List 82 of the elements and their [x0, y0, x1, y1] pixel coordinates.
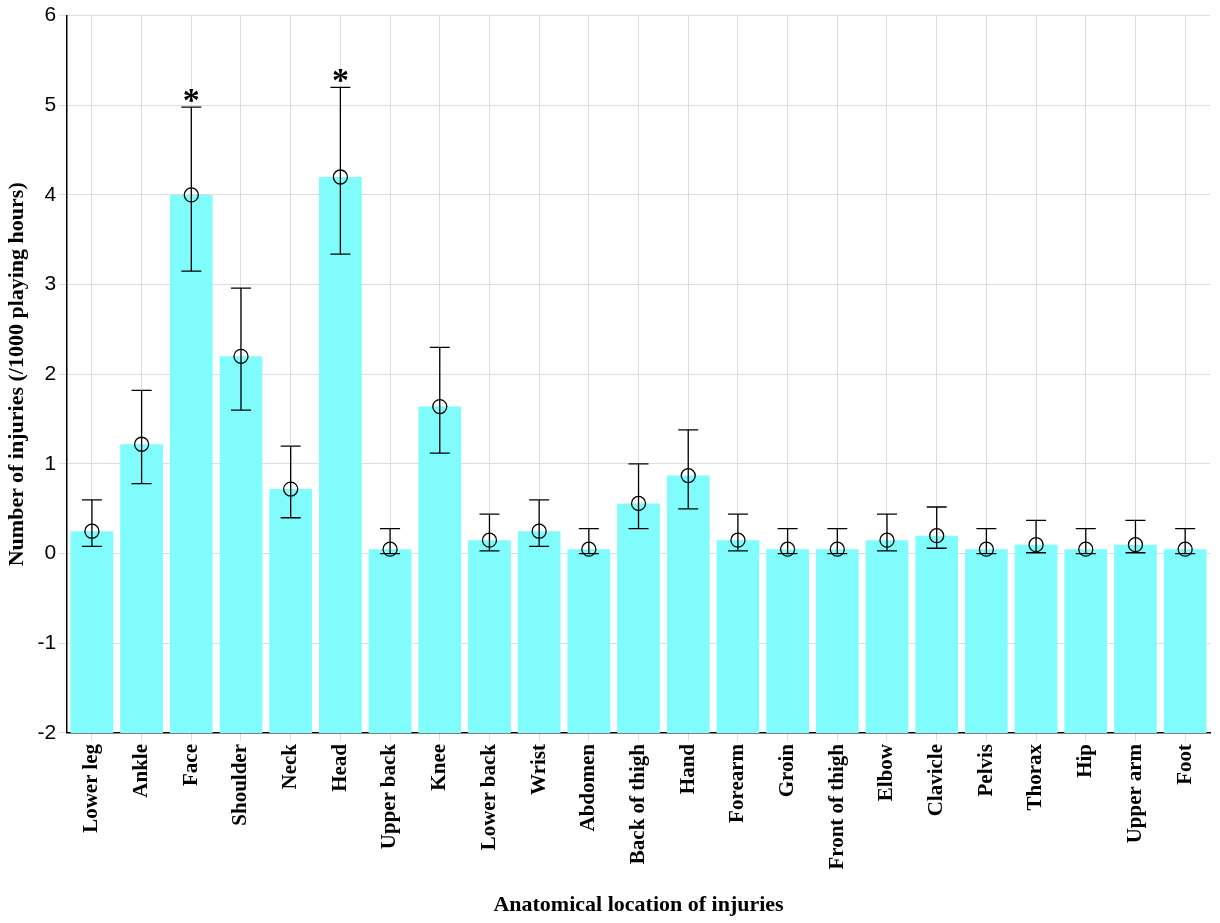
x-tick-label: Knee — [426, 743, 451, 791]
x-tick-label: Hip — [1072, 743, 1097, 778]
point — [283, 481, 299, 497]
bar — [70, 531, 114, 733]
x-tick-label: Thorax — [1022, 743, 1047, 811]
y-tick-label: 0 — [44, 540, 57, 564]
bar — [1014, 544, 1058, 733]
bar — [269, 489, 313, 733]
y-tick-label: 5 — [44, 92, 57, 116]
point — [1177, 541, 1193, 557]
point — [432, 398, 448, 415]
x-tick-label: Upper back — [376, 743, 401, 850]
point — [581, 541, 597, 557]
x-tick-label: Neck — [277, 743, 302, 790]
point — [84, 523, 100, 539]
point — [680, 467, 696, 484]
point — [978, 541, 995, 557]
bar — [368, 549, 412, 733]
y-tick-label: 2 — [44, 361, 57, 385]
y-tick-label: 1 — [44, 450, 57, 474]
y-axis-title: Number of injuries (/1000 playing hours) — [2, 182, 28, 567]
y-tick-label: -1 — [37, 630, 57, 654]
annotation: * — [182, 81, 200, 119]
x-tick-label: Lower leg — [78, 743, 103, 833]
bar — [319, 177, 362, 733]
point — [1127, 537, 1144, 553]
y-tick-label: 4 — [44, 181, 57, 205]
point — [730, 532, 746, 548]
x-tick-label: Hand — [674, 743, 699, 795]
bar — [418, 406, 462, 733]
x-tick-label: Face — [177, 743, 202, 786]
bar — [766, 549, 809, 733]
bar — [120, 444, 163, 733]
point — [183, 187, 199, 203]
point — [332, 169, 349, 185]
bar — [1163, 549, 1207, 733]
bar — [617, 503, 660, 733]
bar — [468, 540, 511, 733]
bar — [1064, 549, 1108, 733]
x-axis-title: Anatomical location of injuries — [493, 891, 785, 917]
point — [879, 532, 895, 548]
point — [630, 495, 647, 512]
point — [929, 528, 945, 544]
x-tick-label: Back of thigh — [624, 743, 649, 865]
x-tick-label: Abdomen — [575, 743, 600, 832]
x-tick-label: Head — [326, 743, 351, 792]
x-tick-label: Front of thigh — [823, 743, 848, 870]
x-tick-label: Wrist — [525, 743, 550, 795]
x-tick-label: Shoulder — [227, 743, 252, 826]
x-tick-label: Clavicle — [923, 743, 948, 817]
point — [382, 541, 398, 557]
bar — [915, 535, 959, 733]
bar — [517, 531, 561, 733]
bar — [965, 549, 1008, 733]
bar — [567, 549, 611, 733]
bar — [716, 540, 760, 733]
x-tick-label: Forearm — [724, 743, 749, 823]
x-tick-label: Foot — [1171, 743, 1196, 785]
bar — [666, 475, 710, 733]
y-tick-label: -2 — [37, 719, 57, 743]
x-tick-label: Elbow — [873, 743, 898, 802]
bar — [865, 540, 909, 733]
point — [829, 541, 845, 557]
point — [233, 348, 249, 365]
point — [133, 436, 150, 452]
bar — [219, 356, 263, 733]
point — [1078, 541, 1094, 557]
x-tick-label: Upper arm — [1121, 743, 1146, 844]
x-tick-label: Ankle — [128, 743, 153, 798]
bar — [1114, 544, 1157, 733]
annotation: * — [331, 61, 349, 99]
point — [481, 532, 498, 548]
point — [1028, 537, 1044, 553]
point — [779, 541, 796, 557]
bar — [169, 194, 213, 733]
point — [531, 523, 547, 539]
x-tick-label: Lower back — [475, 743, 500, 851]
y-tick-label: 3 — [44, 271, 57, 295]
x-tick-label: Groin — [774, 743, 799, 798]
bar — [815, 549, 859, 733]
x-tick-label: Pelvis — [972, 743, 997, 797]
y-tick-label: 6 — [44, 2, 57, 26]
